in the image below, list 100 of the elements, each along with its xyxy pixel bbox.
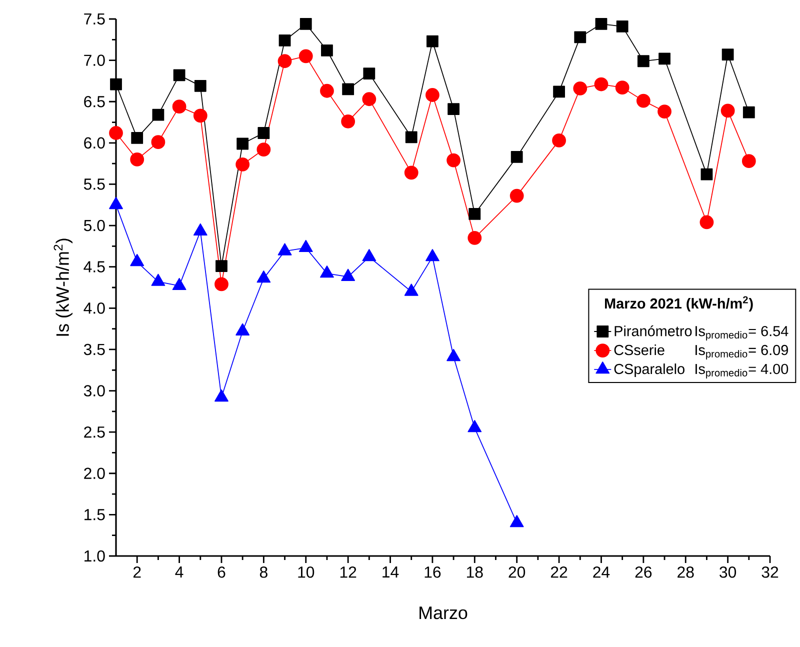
point xyxy=(468,420,482,432)
point xyxy=(615,80,630,95)
x-tick-label: 6 xyxy=(218,566,226,578)
point xyxy=(341,268,356,281)
point xyxy=(742,154,756,168)
point xyxy=(236,323,250,336)
y-tick-label: 4.0 xyxy=(84,302,105,314)
point xyxy=(426,88,440,102)
x-tick-label: 12 xyxy=(340,566,356,578)
point xyxy=(446,348,460,362)
y-tick-label: 6.5 xyxy=(84,96,105,108)
point xyxy=(426,35,438,48)
point xyxy=(341,114,356,128)
x-tick-label: 14 xyxy=(382,566,399,578)
x-tick-label: 20 xyxy=(508,566,526,578)
point xyxy=(172,100,186,114)
y-tick-label: 3.5 xyxy=(84,344,105,356)
point xyxy=(342,83,354,96)
y-tick-label: 2.5 xyxy=(84,426,105,438)
y-tick-label: 1.5 xyxy=(84,509,105,520)
point xyxy=(109,126,123,140)
x-tick-label: 8 xyxy=(260,566,268,578)
point xyxy=(700,168,713,180)
y-axis-title: Is (kW-h/m$^{2}$) xyxy=(54,238,72,336)
y-tick-label: 3.0 xyxy=(84,385,105,396)
x-tick-label: 16 xyxy=(424,566,441,578)
point xyxy=(595,18,608,30)
point xyxy=(236,157,250,172)
y-tick-label: 5.0 xyxy=(84,220,105,232)
y-tick-label: 7.5 xyxy=(84,13,105,25)
point xyxy=(362,92,376,106)
legend-title: Marzo 2021 (kW-h/m$^{2}$) xyxy=(605,296,753,312)
point xyxy=(574,31,586,44)
point xyxy=(426,248,440,262)
point xyxy=(446,153,461,168)
point xyxy=(152,108,164,121)
point xyxy=(151,135,166,150)
point xyxy=(510,151,523,163)
point xyxy=(552,133,566,148)
x-tick-label: 26 xyxy=(635,566,652,578)
y-tick-label: 6.0 xyxy=(84,137,105,149)
point xyxy=(109,196,123,210)
point xyxy=(193,108,208,123)
x-tick-label: 4 xyxy=(175,566,184,578)
point xyxy=(320,266,334,278)
y-tick-label: 4.5 xyxy=(84,261,105,272)
point xyxy=(510,515,524,528)
x-tick-label: 30 xyxy=(720,566,736,578)
point xyxy=(700,215,714,230)
point xyxy=(194,80,206,92)
annotation: Is$_{promedio}$= 6.09 xyxy=(696,344,788,360)
point xyxy=(363,68,376,80)
point xyxy=(193,223,208,236)
point xyxy=(256,270,271,283)
point xyxy=(553,86,565,98)
point xyxy=(300,18,312,30)
point xyxy=(742,106,755,118)
point xyxy=(321,44,333,56)
point xyxy=(278,54,292,68)
y-tick-label: 1.0 xyxy=(84,550,105,562)
point xyxy=(468,208,481,220)
y-tick-label: 7.0 xyxy=(84,54,105,66)
point xyxy=(720,104,735,118)
point xyxy=(573,81,588,96)
annotation: Is$_{promedio}$= 6.54 xyxy=(696,326,788,341)
legend-label: CSparalelo xyxy=(614,363,684,377)
point xyxy=(405,131,418,144)
x-tick-label: 28 xyxy=(678,566,694,578)
point xyxy=(404,284,418,296)
point xyxy=(110,78,122,90)
point xyxy=(216,260,228,272)
point xyxy=(258,127,270,139)
point xyxy=(173,69,186,82)
point xyxy=(637,55,650,68)
point xyxy=(658,52,670,65)
point xyxy=(236,138,249,150)
x-axis-title: Marzo xyxy=(420,606,468,620)
legend-label: Piranómetro xyxy=(614,325,692,336)
point xyxy=(362,248,376,262)
point xyxy=(278,243,292,256)
point xyxy=(278,34,291,46)
point xyxy=(298,49,313,64)
point xyxy=(616,20,628,32)
point xyxy=(468,230,482,245)
point xyxy=(594,77,608,92)
y-tick-label: 5.5 xyxy=(84,178,105,190)
point xyxy=(214,389,228,402)
legend-label: CSserie xyxy=(614,344,664,356)
point xyxy=(658,104,672,118)
point xyxy=(636,94,650,108)
point xyxy=(722,48,734,60)
annotation: Is$_{promedio}$= 4.00 xyxy=(696,364,788,378)
y-tick-label: 2.0 xyxy=(84,468,105,480)
point xyxy=(130,152,144,166)
point xyxy=(448,103,460,115)
point xyxy=(172,278,186,290)
x-tick-label: 2 xyxy=(133,566,141,578)
point xyxy=(510,188,524,203)
x-tick-label: 10 xyxy=(298,566,314,578)
point xyxy=(404,166,418,180)
